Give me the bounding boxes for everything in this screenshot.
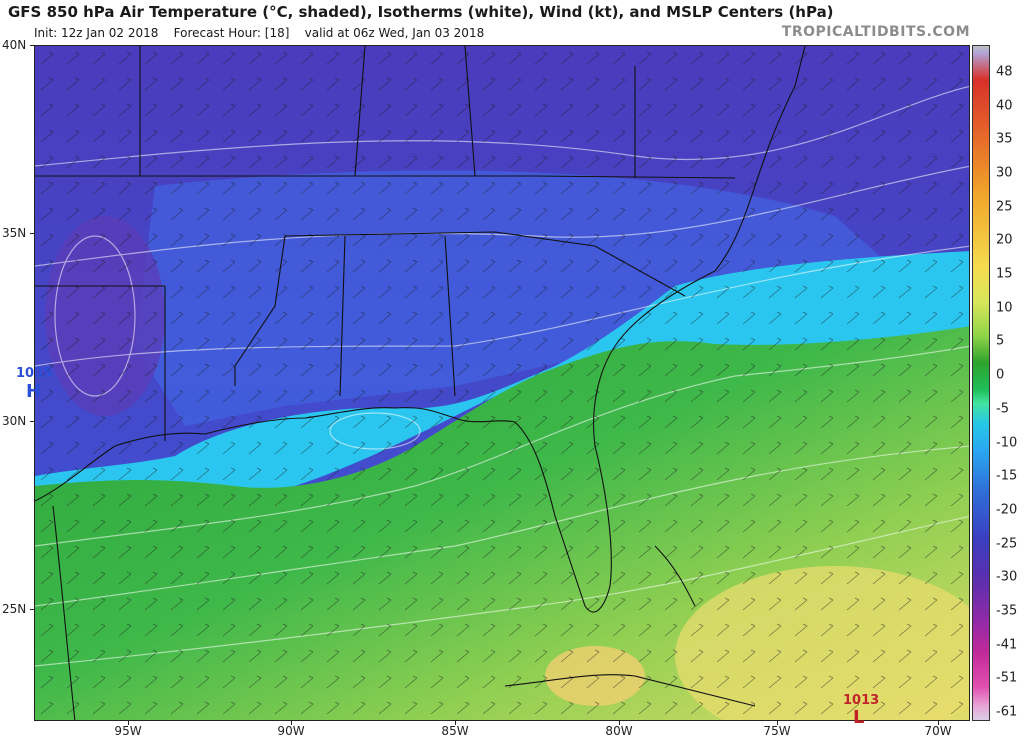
valid-time: valid at 06z Wed, Jan 03 2018 [304, 26, 485, 40]
lon-tick [777, 721, 778, 725]
lat-tick [30, 233, 34, 234]
site-credit: TROPICALTIDBITS.COM [781, 24, 970, 40]
init-time: Init: 12z Jan 02 2018 [34, 26, 159, 40]
lon-label-80w: 80W [605, 724, 633, 738]
colorbar-label: 40 [996, 98, 1013, 114]
colorbar-label: 15 [996, 266, 1013, 282]
colorbar-label: 0 [996, 367, 1005, 383]
high-pressure-value: 1035 [16, 366, 53, 381]
low-pressure-marker: L [853, 707, 865, 728]
low-pressure-value: 1013 [843, 693, 880, 708]
colorbar-label: 20 [996, 232, 1013, 248]
lon-label-75w: 75W [763, 724, 791, 738]
wind-barbs [35, 46, 969, 720]
lon-label-70w: 70W [924, 724, 952, 738]
lon-tick [128, 721, 129, 725]
colorbar-label: -5 [996, 401, 1009, 417]
lon-label-90w: 90W [277, 724, 305, 738]
lat-tick [30, 45, 34, 46]
colorbar-label: -10 [996, 435, 1018, 451]
colorbar-label: -25 [996, 536, 1018, 552]
colorbar-label: -61 [996, 704, 1018, 720]
forecast-hour: Forecast Hour: [18] [173, 26, 290, 40]
colorbar-label: 25 [996, 199, 1013, 215]
lat-label-30n: 30N [2, 414, 27, 428]
lat-label-40n: 40N [2, 38, 27, 52]
geographic-boundaries [35, 46, 806, 720]
lat-tick [30, 421, 34, 422]
lon-tick [455, 721, 456, 725]
temperature-map [34, 45, 970, 721]
colorbar-label: 10 [996, 300, 1013, 316]
map-canvas [35, 46, 969, 720]
colorbar-label: -15 [996, 468, 1018, 484]
colorbar-label: 30 [996, 165, 1013, 181]
lon-tick [938, 721, 939, 725]
lat-label-35n: 35N [2, 226, 27, 240]
lon-tick [619, 721, 620, 725]
colorbar-label: -51 [996, 670, 1018, 686]
colorbar-label: 35 [996, 131, 1013, 147]
lat-label-25n: 25N [2, 602, 27, 616]
colorbar-label: 48 [996, 64, 1013, 80]
colorbar-label: -20 [996, 502, 1018, 518]
run-info: Init: 12z Jan 02 2018 Forecast Hour: [18… [34, 26, 484, 40]
lon-label-85w: 85W [441, 724, 469, 738]
lat-tick [30, 609, 34, 610]
high-pressure-marker: H [26, 381, 42, 402]
map-title: GFS 850 hPa Air Temperature (°C, shaded)… [8, 3, 834, 21]
lon-label-95w: 95W [114, 724, 142, 738]
colorbar-label: -41 [996, 637, 1018, 653]
colorbar-label: -30 [996, 569, 1018, 585]
colorbar-label: -35 [996, 603, 1018, 619]
colorbar-label: 5 [996, 333, 1005, 349]
temperature-colorbar [972, 45, 990, 721]
lon-tick [291, 721, 292, 725]
